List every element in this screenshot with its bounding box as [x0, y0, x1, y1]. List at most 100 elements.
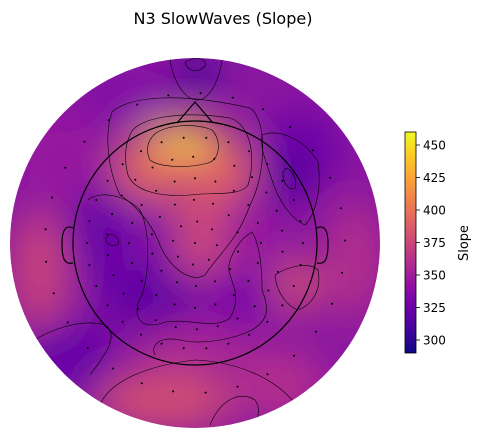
- sensor-dot: [311, 149, 314, 152]
- contour-right-temporal-outer: [261, 132, 320, 226]
- sensor-dot: [341, 271, 343, 274]
- heat-region-forehead-edge: [70, 65, 170, 125]
- sensor-dot: [292, 285, 295, 287]
- heat-region-right-occipital-edge: [235, 350, 325, 420]
- sensor-dot: [160, 141, 163, 144]
- sensor-dot: [182, 136, 185, 139]
- heat-region-left-temporal-mid: [60, 190, 140, 290]
- contour-inferior-occipital: [99, 359, 301, 411]
- sensor-dot: [207, 258, 210, 261]
- sensor-dot: [151, 252, 154, 255]
- sensor-dot: [227, 342, 230, 345]
- sensor-dot: [248, 333, 250, 336]
- sensor-dot: [233, 164, 236, 167]
- sensor-dot: [122, 292, 125, 295]
- sensor-dot: [199, 92, 202, 95]
- colorbar: 300 325 350 375 400 425 450 Slope: [404, 131, 472, 354]
- sensor-dot: [231, 96, 234, 99]
- sensor-dot: [131, 222, 134, 224]
- colorbar-ticks: 300 325 350 375 400 425 450: [416, 139, 446, 348]
- sensor-dot: [266, 373, 269, 376]
- contour-right-temporal: [282, 167, 297, 190]
- sensor-dot: [213, 157, 216, 160]
- sensor-dot: [266, 320, 269, 323]
- sensor-dot: [214, 180, 217, 183]
- sensor-dot: [137, 307, 139, 310]
- sensor-dot: [237, 250, 240, 253]
- heat-region-parietal-left: [108, 270, 192, 330]
- sensor-dot: [236, 385, 239, 388]
- sensor-dot: [191, 263, 194, 266]
- sensor-dot: [134, 178, 137, 181]
- sensor-dot: [195, 328, 198, 331]
- contour-right-posterior: [274, 265, 320, 311]
- sensor-dot: [155, 294, 158, 297]
- sensor-dot: [299, 220, 302, 222]
- sensor-dot: [95, 199, 98, 201]
- sensor-dot: [266, 163, 269, 166]
- left-ear-outline: [61, 226, 74, 264]
- sensor-dot: [155, 189, 158, 192]
- sensor-dot: [216, 325, 219, 328]
- sensor-dot: [248, 150, 250, 153]
- sensor-dot: [128, 242, 130, 244]
- contour-right-parietal: [153, 289, 267, 356]
- heat-region-right-mastoid: [330, 200, 380, 320]
- sensor-dot: [120, 194, 123, 197]
- sensor-dot: [140, 204, 143, 206]
- head-outline: [72, 120, 318, 366]
- sensor-dot: [111, 367, 114, 370]
- sensor-dot: [173, 203, 176, 206]
- sensor-dot: [204, 391, 207, 394]
- sensor-dot: [88, 264, 91, 266]
- sensor-dot: [281, 304, 284, 307]
- chart-title: N3 SlowWaves (Slope): [134, 9, 313, 28]
- sensor-dot: [121, 163, 124, 166]
- sensor-dot: [260, 242, 262, 244]
- heat-region-nasion-front: [180, 58, 212, 97]
- colorbar-label: Slope: [457, 225, 472, 261]
- colorbar-tick-label: 300: [423, 334, 446, 348]
- heat-region-central: [160, 193, 240, 277]
- sensor-dot: [211, 228, 213, 231]
- sensor-dot: [172, 239, 175, 242]
- sensor-dot: [205, 347, 208, 350]
- heat-region-right-temporal-posterior: [276, 260, 320, 310]
- heat-region-occipital: [135, 323, 255, 367]
- colorbar-gradient: [404, 131, 417, 354]
- sensor-dot: [140, 382, 143, 385]
- sensor-dot: [106, 179, 109, 182]
- right-ear-outline: [316, 226, 329, 264]
- sensor-dot: [173, 303, 176, 306]
- sensor-dot: [214, 280, 217, 283]
- sensor-dot: [314, 330, 317, 333]
- contour-left-temporal: [105, 233, 119, 246]
- sensor-dot: [107, 119, 110, 122]
- sensor-dot: [51, 196, 54, 199]
- sensor-dot: [251, 176, 253, 179]
- sensor-dot: [281, 250, 284, 253]
- sensor-dot: [212, 202, 215, 205]
- heat-layer: [10, 58, 380, 428]
- heat-region-inferior-occipital: [95, 370, 235, 428]
- sensor-dot: [121, 320, 124, 323]
- heat-region-frontal-left: [114, 140, 186, 200]
- sensor-dot: [192, 155, 195, 158]
- sensor-dot: [44, 228, 47, 231]
- sensor-dot: [275, 209, 278, 212]
- sensor-dot: [160, 269, 163, 272]
- sensor-dot: [299, 264, 302, 266]
- sensor-dot: [214, 303, 217, 306]
- sensor-dot: [45, 260, 48, 263]
- sensor-dot: [236, 317, 239, 320]
- sensor-dot: [154, 319, 157, 322]
- sensor-dot: [267, 289, 270, 292]
- colorbar-tick-label: 450: [423, 139, 446, 153]
- sensor-dot: [253, 305, 256, 308]
- contour-left-parietal: [87, 194, 263, 326]
- heat-region-left-central: [120, 205, 180, 285]
- sensor-dot: [194, 242, 196, 244]
- sensor-dot: [227, 214, 230, 217]
- sensor-dot: [276, 270, 279, 273]
